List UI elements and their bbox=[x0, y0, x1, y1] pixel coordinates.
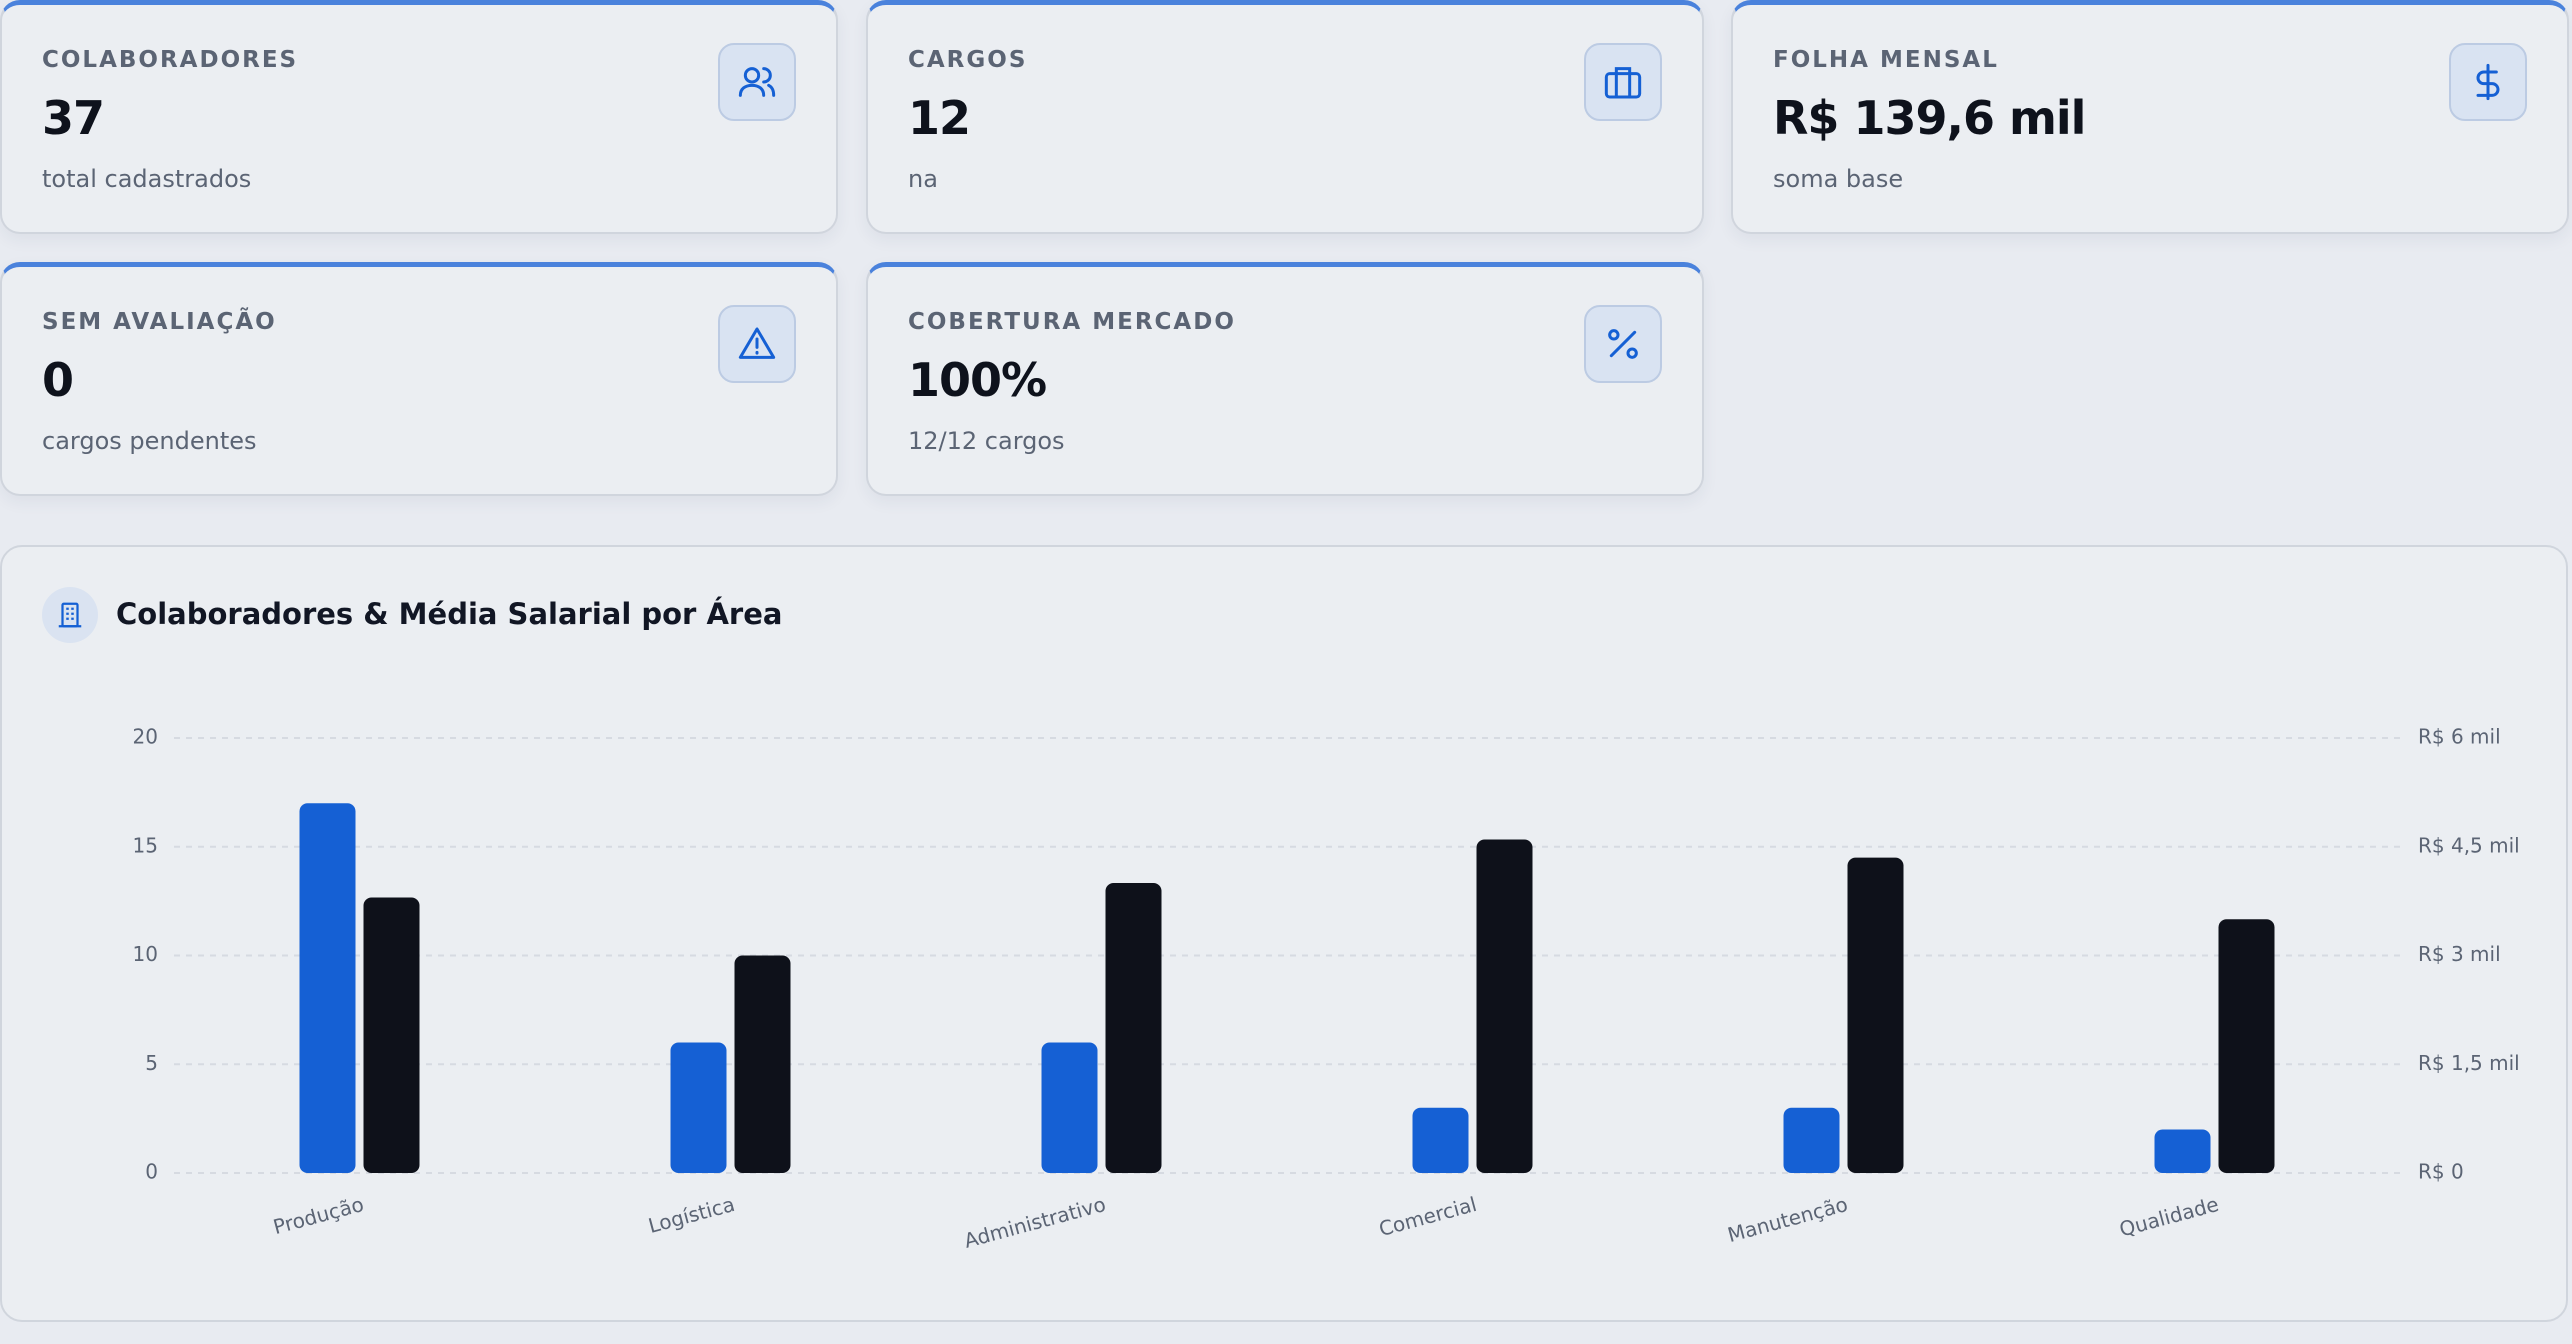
chart-panel: Colaboradores & Média Salarial por Área … bbox=[0, 545, 2568, 1322]
x-tick-label: Qualidade bbox=[2117, 1192, 2221, 1242]
card-note: 12/12 cargos bbox=[908, 427, 1065, 455]
card-note: soma base bbox=[1773, 165, 1904, 193]
x-tick-label: Produção bbox=[271, 1192, 367, 1239]
card-value: 12 bbox=[908, 91, 971, 145]
y-tick-label: 20 bbox=[133, 725, 158, 749]
card-icon bbox=[718, 305, 796, 383]
card-value: 100% bbox=[908, 353, 1047, 407]
chart: 0 5 10 15 20 R$ 0 R$ 1,5 mil R$ 3 mil R$ 4,5 mil… bbox=[133, 725, 2520, 1253]
y2-tick-label: R$ 3 mil bbox=[2418, 942, 2501, 966]
stat-card: COLABORADORES 37 total cadastrados bbox=[0, 0, 838, 234]
card-label: CARGOS bbox=[908, 47, 1028, 73]
bar bbox=[1105, 883, 1162, 1173]
card-value: 0 bbox=[42, 353, 74, 407]
bar bbox=[1783, 1107, 1840, 1173]
y-tick-label: 10 bbox=[133, 942, 158, 966]
bar bbox=[299, 803, 356, 1173]
x-tick-label: Administrativo bbox=[961, 1192, 1108, 1253]
card-label: COBERTURA MERCADO bbox=[908, 309, 1236, 335]
card-label: SEM AVALIAÇÃO bbox=[42, 309, 277, 335]
y2-tick-label: R$ 6 mil bbox=[2418, 725, 2501, 749]
bar bbox=[2154, 1129, 2211, 1173]
y2-tick-label: R$ 4,5 mil bbox=[2418, 833, 2520, 857]
stat-card: CARGOS 12 na bbox=[866, 0, 1704, 234]
x-tick-label: Comercial bbox=[1376, 1192, 1479, 1241]
x-tick-label: Manutenção bbox=[1725, 1192, 1850, 1247]
card-icon bbox=[1584, 43, 1662, 121]
card-value: R$ 139,6 mil bbox=[1773, 91, 2086, 145]
bar bbox=[363, 897, 420, 1173]
card-value: 37 bbox=[42, 91, 105, 145]
bar bbox=[1476, 839, 1533, 1173]
stat-card: FOLHA MENSAL R$ 139,6 mil soma base bbox=[1731, 0, 2569, 234]
card-note: cargos pendentes bbox=[42, 427, 257, 455]
x-tick-label: Logística bbox=[646, 1192, 738, 1238]
bar bbox=[1412, 1107, 1469, 1173]
card-note: total cadastrados bbox=[42, 165, 252, 193]
y2-tick-label: R$ 1,5 mil bbox=[2418, 1051, 2520, 1075]
card-label: FOLHA MENSAL bbox=[1773, 47, 1999, 73]
card-note: na bbox=[908, 165, 938, 193]
bar bbox=[734, 955, 791, 1173]
card-icon bbox=[1584, 305, 1662, 383]
card-label: COLABORADORES bbox=[42, 47, 299, 73]
bar bbox=[1847, 857, 1904, 1173]
bar bbox=[2218, 919, 2275, 1173]
y-tick-label: 0 bbox=[145, 1160, 158, 1184]
y-tick-label: 5 bbox=[145, 1051, 158, 1075]
stat-card: SEM AVALIAÇÃO 0 cargos pendentes bbox=[0, 262, 838, 496]
chart-title: Colaboradores & Média Salarial por Área bbox=[116, 597, 783, 631]
y-tick-label: 15 bbox=[133, 833, 158, 857]
bar bbox=[1041, 1042, 1098, 1173]
y2-tick-label: R$ 0 bbox=[2418, 1160, 2464, 1184]
card-icon bbox=[2449, 43, 2527, 121]
card-icon bbox=[718, 43, 796, 121]
stat-card: COBERTURA MERCADO 100% 12/12 cargos bbox=[866, 262, 1704, 496]
chart-icon bbox=[42, 587, 98, 643]
bar bbox=[670, 1042, 727, 1173]
